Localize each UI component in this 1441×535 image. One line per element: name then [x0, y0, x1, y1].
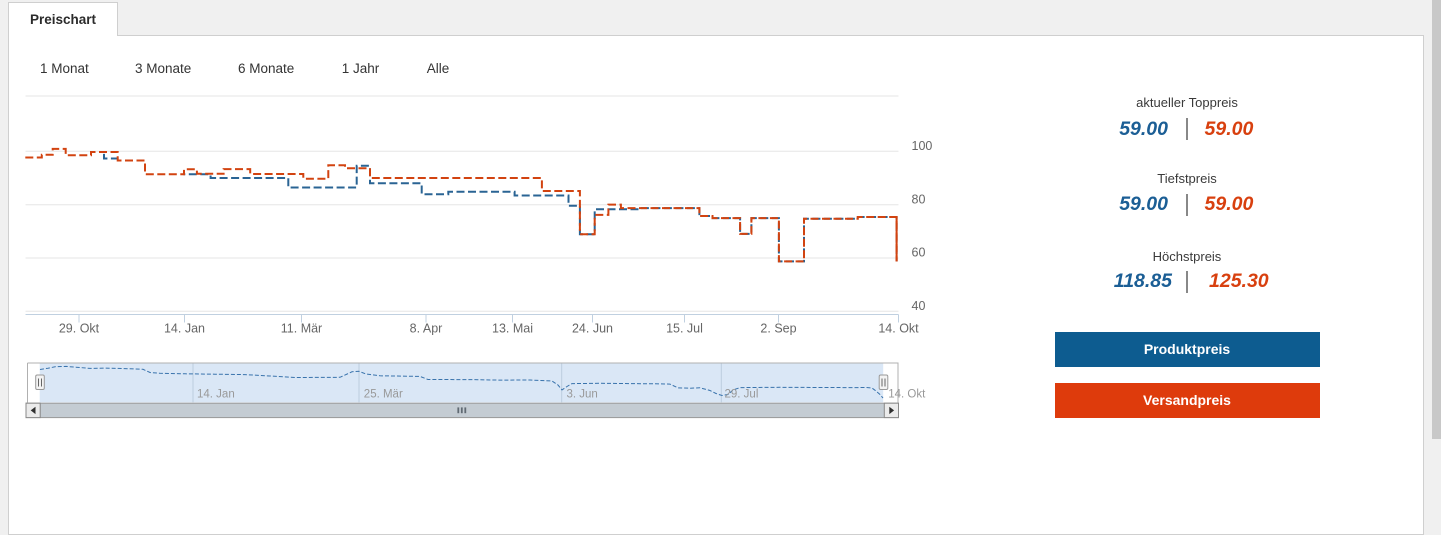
svg-text:29. Jul: 29. Jul [725, 389, 759, 401]
svg-text:80: 80 [912, 192, 926, 206]
svg-text:14. Jan: 14. Jan [164, 322, 205, 336]
svg-text:100: 100 [912, 139, 933, 153]
svg-text:14. Okt: 14. Okt [878, 322, 919, 336]
svg-text:8. Apr: 8. Apr [410, 322, 443, 336]
svg-text:60: 60 [912, 246, 926, 260]
svg-text:14. Okt: 14. Okt [888, 389, 926, 401]
svg-text:24. Jun: 24. Jun [572, 322, 613, 336]
svg-text:14. Jan: 14. Jan [197, 389, 235, 401]
svg-text:2. Sep: 2. Sep [760, 322, 796, 336]
svg-text:25. Mär: 25. Mär [364, 389, 403, 401]
svg-text:13. Mai: 13. Mai [492, 322, 533, 336]
svg-text:15. Jul: 15. Jul [666, 322, 703, 336]
svg-text:29. Okt: 29. Okt [59, 322, 100, 336]
svg-text:11. Mär: 11. Mär [281, 322, 322, 336]
svg-text:40: 40 [912, 299, 926, 313]
svg-text:3. Jun: 3. Jun [567, 389, 598, 401]
